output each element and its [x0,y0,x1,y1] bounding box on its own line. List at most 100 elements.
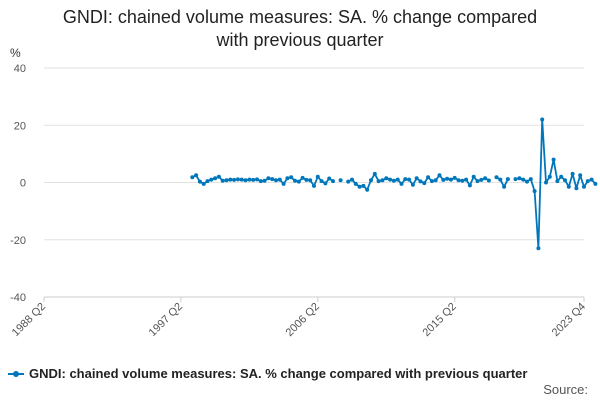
data-point[interactable] [365,187,370,192]
data-point[interactable] [315,174,320,179]
data-point[interactable] [391,178,396,183]
data-point[interactable] [479,177,484,182]
data-point[interactable] [593,181,598,186]
data-point[interactable] [502,184,507,189]
data-point[interactable] [395,177,400,182]
data-point[interactable] [274,178,278,183]
data-point[interactable] [521,177,526,182]
data-point[interactable] [357,184,362,189]
data-point[interactable] [414,176,419,181]
data-point[interactable] [338,178,343,183]
data-point[interactable] [437,173,442,178]
data-point[interactable] [426,175,431,180]
data-point[interactable] [544,180,548,185]
data-point[interactable] [429,179,434,184]
data-point[interactable] [281,181,286,186]
data-point[interactable] [353,181,358,186]
data-point[interactable] [399,181,404,186]
data-point[interactable] [452,175,457,180]
data-point[interactable] [585,179,590,184]
data-point[interactable] [300,175,305,180]
data-point[interactable] [578,173,583,178]
data-point[interactable] [471,174,476,179]
data-point[interactable] [285,176,290,181]
data-point[interactable] [277,177,282,182]
data-point[interactable] [369,178,373,183]
data-point[interactable] [574,186,579,191]
data-point[interactable] [239,177,244,182]
data-point[interactable] [410,182,415,187]
data-point[interactable] [262,178,267,183]
data-point[interactable] [216,174,221,179]
data-point[interactable] [589,177,594,182]
data-point[interactable] [350,177,354,182]
data-point[interactable] [563,178,567,183]
data-point[interactable] [475,179,480,184]
data-point[interactable] [296,179,301,184]
data-point[interactable] [513,177,518,182]
data-point[interactable] [224,178,229,183]
data-point[interactable] [494,175,499,180]
data-point[interactable] [384,176,389,181]
data-point[interactable] [213,176,218,181]
data-point[interactable] [331,179,335,184]
data-point[interactable] [323,181,328,186]
data-point[interactable] [361,183,366,188]
data-point[interactable] [266,176,271,181]
data-point[interactable] [243,178,248,183]
data-point[interactable] [380,178,385,183]
data-point[interactable] [532,189,537,194]
data-point[interactable] [441,177,446,182]
data-point[interactable] [312,183,316,188]
data-point[interactable] [209,177,214,182]
data-point[interactable] [555,179,560,184]
data-point[interactable] [319,179,324,184]
data-point[interactable] [258,179,263,184]
data-point[interactable] [372,171,377,176]
data-point[interactable] [517,176,522,181]
data-point[interactable] [251,177,256,182]
data-point[interactable] [467,183,472,188]
data-point[interactable] [205,179,210,184]
data-point[interactable] [566,184,571,189]
data-point[interactable] [376,179,381,184]
data-point[interactable] [327,176,332,181]
data-point[interactable] [289,175,294,180]
data-point[interactable] [346,179,351,184]
data-point[interactable] [422,181,427,186]
data-point[interactable] [582,184,586,189]
data-point[interactable] [197,179,202,184]
data-point[interactable] [536,246,541,251]
data-point[interactable] [308,178,313,183]
data-point[interactable] [418,179,423,184]
data-point[interactable] [235,177,240,182]
data-point[interactable] [220,178,225,183]
data-point[interactable] [528,177,533,182]
data-point[interactable] [460,178,465,183]
data-point[interactable] [486,178,491,183]
data-point[interactable] [247,177,252,182]
data-point[interactable] [540,117,545,122]
data-point[interactable] [498,177,503,182]
data-point[interactable] [483,176,488,181]
data-point[interactable] [433,178,438,183]
data-point[interactable] [505,177,510,182]
data-point[interactable] [201,181,206,186]
data-point[interactable] [445,176,450,181]
data-point[interactable] [255,177,259,182]
data-point[interactable] [403,177,408,182]
data-point[interactable] [388,177,393,182]
data-point[interactable] [448,177,453,182]
data-point[interactable] [464,177,469,182]
data-point[interactable] [228,177,233,182]
data-point[interactable] [525,179,529,184]
data-point[interactable] [232,177,237,182]
data-point[interactable] [551,157,556,162]
data-point[interactable] [456,178,461,183]
data-point[interactable] [547,174,552,179]
data-point[interactable] [407,177,412,182]
data-point[interactable] [270,177,275,182]
data-point[interactable] [570,171,575,176]
data-point[interactable] [293,178,297,183]
data-point[interactable] [190,175,195,180]
